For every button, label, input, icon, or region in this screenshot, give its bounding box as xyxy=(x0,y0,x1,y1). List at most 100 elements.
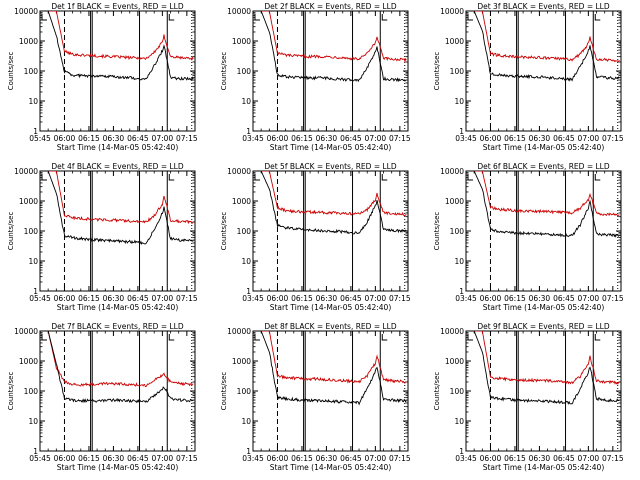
y-tick-label: 1000 xyxy=(19,197,38,206)
x-tick-label: 06:45 xyxy=(553,294,575,303)
x-tick-label: 07:15 xyxy=(176,294,198,303)
marker-glyph-left xyxy=(467,334,473,341)
plot-frame xyxy=(465,170,622,292)
plot-frame xyxy=(39,330,196,452)
panel-5: 1 10 100 1000 10000 03:45 06:00 06:15 06:30 06:45… xyxy=(220,162,411,312)
x-tick-label: 06:45 xyxy=(553,134,575,143)
y-tick-label: 1000 xyxy=(19,37,38,46)
y-tick-label: 10 xyxy=(241,417,251,426)
y-axis-label: Counts/sec xyxy=(7,212,15,251)
marker-glyph-left xyxy=(254,334,260,341)
marker-glyph-left xyxy=(41,334,47,341)
x-tick-label: 06:00 xyxy=(267,134,289,143)
x-tick-label: 06:00 xyxy=(54,454,76,463)
x-tick-label: 06:30 xyxy=(316,294,338,303)
marker-glyph xyxy=(381,14,388,21)
x-tick-label: 06:15 xyxy=(78,134,100,143)
x-tick-label: 07:00 xyxy=(365,294,387,303)
series-lld-line xyxy=(466,331,620,385)
y-tick-label: 1 xyxy=(459,127,464,136)
x-axis-label: Start Time (14-Mar-05 05:42:40) xyxy=(57,303,179,312)
x-tick-label: 06:30 xyxy=(529,134,551,143)
series-events-line xyxy=(466,171,620,238)
panel-title: Det 7f BLACK = Events, RED = LLD xyxy=(51,322,184,331)
y-axis-label: Counts/sec xyxy=(433,372,441,411)
y-axis-label: Counts/sec xyxy=(7,52,15,91)
y-tick-label: 1 xyxy=(459,447,464,456)
y-tick-label: 1 xyxy=(246,287,251,296)
y-tick-label: 1 xyxy=(459,287,464,296)
panel-9: 1 10 100 1000 10000 03:45 06:00 06:15 06:30 06:45… xyxy=(433,322,624,472)
x-tick-label: 06:30 xyxy=(316,134,338,143)
series-lld-line xyxy=(40,331,194,387)
x-axis-label: Start Time (14-Mar-05 05:42:40) xyxy=(483,143,605,152)
marker-glyph xyxy=(168,14,175,21)
x-tick-label: 05:45 xyxy=(29,294,51,303)
x-tick-label: 07:00 xyxy=(152,454,174,463)
x-tick-label: 06:45 xyxy=(553,454,575,463)
y-tick-label: 100 xyxy=(450,227,465,236)
y-tick-label: 100 xyxy=(24,387,39,396)
x-tick-label: 07:00 xyxy=(578,294,600,303)
x-tick-label: 05:45 xyxy=(29,134,51,143)
x-tick-label: 07:15 xyxy=(176,134,198,143)
series-events-line xyxy=(253,331,407,406)
y-tick-label: 10000 xyxy=(14,167,38,176)
series-events-line xyxy=(253,11,407,83)
x-tick-label: 03:45 xyxy=(242,134,264,143)
x-tick-label: 07:15 xyxy=(602,134,624,143)
panel-title: Det 6f BLACK = Events, RED = LLD xyxy=(477,162,610,171)
y-tick-label: 10 xyxy=(454,97,464,106)
y-tick-label: 1000 xyxy=(232,37,251,46)
x-tick-label: 06:15 xyxy=(504,454,526,463)
marker-glyph xyxy=(381,334,388,341)
series-lld-line xyxy=(466,171,620,217)
x-tick-label: 07:15 xyxy=(389,294,411,303)
y-tick-label: 10 xyxy=(241,257,251,266)
plot-frame xyxy=(39,170,196,292)
x-tick-label: 06:15 xyxy=(78,454,100,463)
x-tick-label: 07:00 xyxy=(152,134,174,143)
y-tick-label: 100 xyxy=(237,227,252,236)
series-lld-line xyxy=(466,11,620,63)
y-tick-label: 1000 xyxy=(445,37,464,46)
panel-4: 1 10 100 1000 10000 05:45 06:00 06:15 06:30 06:45… xyxy=(7,162,198,312)
series-lld-line xyxy=(40,171,194,225)
marker-glyph xyxy=(594,334,601,341)
marker-glyph xyxy=(168,174,175,181)
y-tick-label: 10000 xyxy=(440,327,464,336)
y-tick-label: 10 xyxy=(28,257,38,266)
y-tick-label: 10 xyxy=(454,417,464,426)
x-tick-label: 06:30 xyxy=(529,454,551,463)
x-tick-label: 06:30 xyxy=(103,134,125,143)
y-tick-label: 1 xyxy=(33,127,38,136)
x-tick-label: 06:15 xyxy=(291,454,313,463)
x-tick-label: 06:00 xyxy=(480,134,502,143)
panel-title: Det 5f BLACK = Events, RED = LLD xyxy=(264,162,397,171)
x-tick-label: 06:15 xyxy=(78,294,100,303)
series-events-line xyxy=(466,331,620,405)
y-tick-label: 10 xyxy=(241,97,251,106)
x-tick-label: 06:15 xyxy=(291,134,313,143)
series-lld-line xyxy=(40,11,194,62)
x-tick-label: 06:30 xyxy=(529,294,551,303)
panel-title: Det 3f BLACK = Events, RED = LLD xyxy=(477,2,610,11)
marker-glyph xyxy=(594,174,601,181)
x-tick-label: 06:45 xyxy=(127,294,149,303)
panel-title: Det 4f BLACK = Events, RED = LLD xyxy=(51,162,184,171)
y-tick-label: 1000 xyxy=(445,197,464,206)
marker-glyph-left xyxy=(254,174,260,181)
x-axis-label: Start Time (14-Mar-05 05:42:40) xyxy=(270,463,392,472)
y-tick-label: 10000 xyxy=(227,327,251,336)
x-tick-label: 06:00 xyxy=(54,134,76,143)
marker-glyph-left xyxy=(467,174,473,181)
panel-title: Det 9f BLACK = Events, RED = LLD xyxy=(477,322,610,331)
series-events-line xyxy=(466,11,620,82)
x-tick-label: 06:45 xyxy=(127,454,149,463)
x-tick-label: 03:45 xyxy=(242,454,264,463)
x-tick-label: 06:45 xyxy=(340,294,362,303)
y-axis-label: Counts/sec xyxy=(220,372,228,411)
y-axis-label: Counts/sec xyxy=(7,372,15,411)
marker-glyph xyxy=(594,14,601,21)
x-tick-label: 05:45 xyxy=(29,454,51,463)
